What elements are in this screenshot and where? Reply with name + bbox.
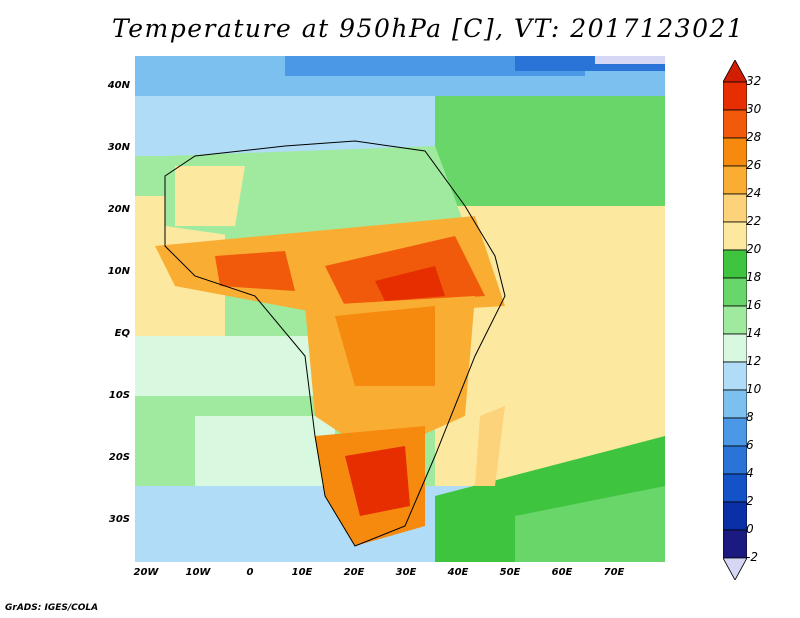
lat-label-30n: 30N [107,142,130,153]
colorbar-segment [723,417,747,447]
lat-label-20n: 20N [107,204,130,215]
colorbar-segment [723,389,747,419]
colorbar-label: 0 [746,522,754,536]
colorbar-top-arrow [723,60,747,83]
colorbar-label: 16 [746,298,762,312]
colorbar-label: 4 [746,466,754,480]
colorbar-label: 32 [746,74,762,88]
colorbar-segment [723,249,747,279]
lat-label-20s: 20S [108,452,130,463]
colorbar-label: 14 [746,326,762,340]
colorbar-label: 28 [746,130,762,144]
lon-label-10w: 10W [185,567,211,578]
lon-label-50e: 50E [499,567,521,578]
colorbar-bottom-arrow [723,557,747,580]
lat-label-30s: 30S [108,514,130,525]
credit-label: GrADS: IGES/COLA [5,603,99,613]
colorbar-segment [723,529,747,559]
colorbar-label: 20 [746,242,762,256]
colorbar-segment [723,305,747,335]
colorbar [723,60,747,580]
colorbar-label: 30 [746,102,762,116]
colorbar-segment [723,333,747,363]
colorbar-segment [723,81,747,111]
lat-label-40n: 40N [107,80,130,91]
colorbar-label: 18 [746,270,762,284]
colorbar-label: 8 [746,410,754,424]
colorbar-segment [723,473,747,503]
temperature-map [135,56,665,562]
lat-label-10n: 10N [107,266,130,277]
lon-label-70e: 70E [603,567,625,578]
colorbar-segment [723,277,747,307]
colorbar-label: 2 [746,494,754,508]
colorbar-segment [723,109,747,139]
colorbar-segment [723,165,747,195]
colorbar-segment [723,501,747,531]
lon-label-40e: 40E [447,567,469,578]
lon-label-20w: 20W [133,567,159,578]
lon-label-20e: 20E [343,567,365,578]
lon-label-0: 0 [246,567,254,578]
lon-label-10e: 10E [291,567,313,578]
colorbar-label: 26 [746,158,762,172]
colorbar-label: 12 [746,354,762,368]
lat-label-10s: 10S [108,390,130,401]
colorbar-segment [723,137,747,167]
colorbar-segment [723,221,747,251]
colorbar-segment [723,193,747,223]
map-title: Temperature at 950hPa [C], VT: 201712302… [112,14,745,43]
colorbar-label: 6 [746,438,754,452]
colorbar-segment [723,361,747,391]
colorbar-segment [723,445,747,475]
lon-label-60e: 60E [551,567,573,578]
colorbar-label: 24 [746,186,762,200]
lat-label-eq: EQ [114,328,130,339]
lon-label-30e: 30E [395,567,417,578]
colorbar-label: 10 [746,382,762,396]
colorbar-label: 22 [746,214,762,228]
colorbar-label: -2 [746,550,758,564]
